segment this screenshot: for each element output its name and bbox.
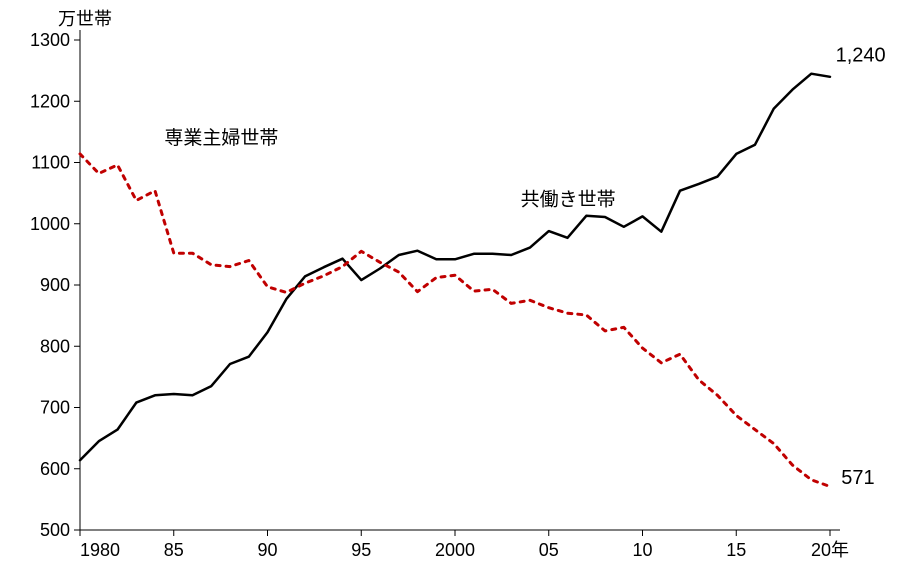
x-tick-label: 05 [539, 540, 559, 560]
x-tick-label: 95 [351, 540, 371, 560]
x-tick-label: 1980 [80, 540, 120, 560]
x-tick-label: 20年 [811, 540, 849, 560]
y-tick-label: 600 [40, 459, 70, 479]
y-tick-label: 500 [40, 520, 70, 540]
y-tick-label: 800 [40, 336, 70, 356]
x-tick-label: 90 [257, 540, 277, 560]
end-label-dual_income: 1,240 [836, 44, 886, 66]
y-tick-label: 1300 [30, 30, 70, 50]
y-tick-label: 900 [40, 275, 70, 295]
x-tick-label: 15 [726, 540, 746, 560]
line-chart: 500 600 700 800 900 1000 1100 1200 1300 1980 85 90 9… [0, 0, 902, 580]
y-tick-label: 700 [40, 398, 70, 418]
chart-svg: 500 600 700 800 900 1000 1100 1200 1300 1980 85 90 9… [0, 0, 902, 580]
series-label-housewife: 専業主婦世帯 [164, 127, 278, 149]
end-label-housewife: 571 [841, 467, 874, 489]
series-label-dual_income: 共働き世帯 [521, 188, 616, 210]
x-tick-label: 85 [164, 540, 184, 560]
y-axis-title: 万世帯 [58, 9, 112, 29]
x-tick-label: 2000 [435, 540, 475, 560]
y-tick-label: 1000 [30, 214, 70, 234]
x-tick-label: 10 [632, 540, 652, 560]
y-tick-label: 1200 [30, 91, 70, 111]
y-tick-label: 1100 [31, 153, 70, 173]
